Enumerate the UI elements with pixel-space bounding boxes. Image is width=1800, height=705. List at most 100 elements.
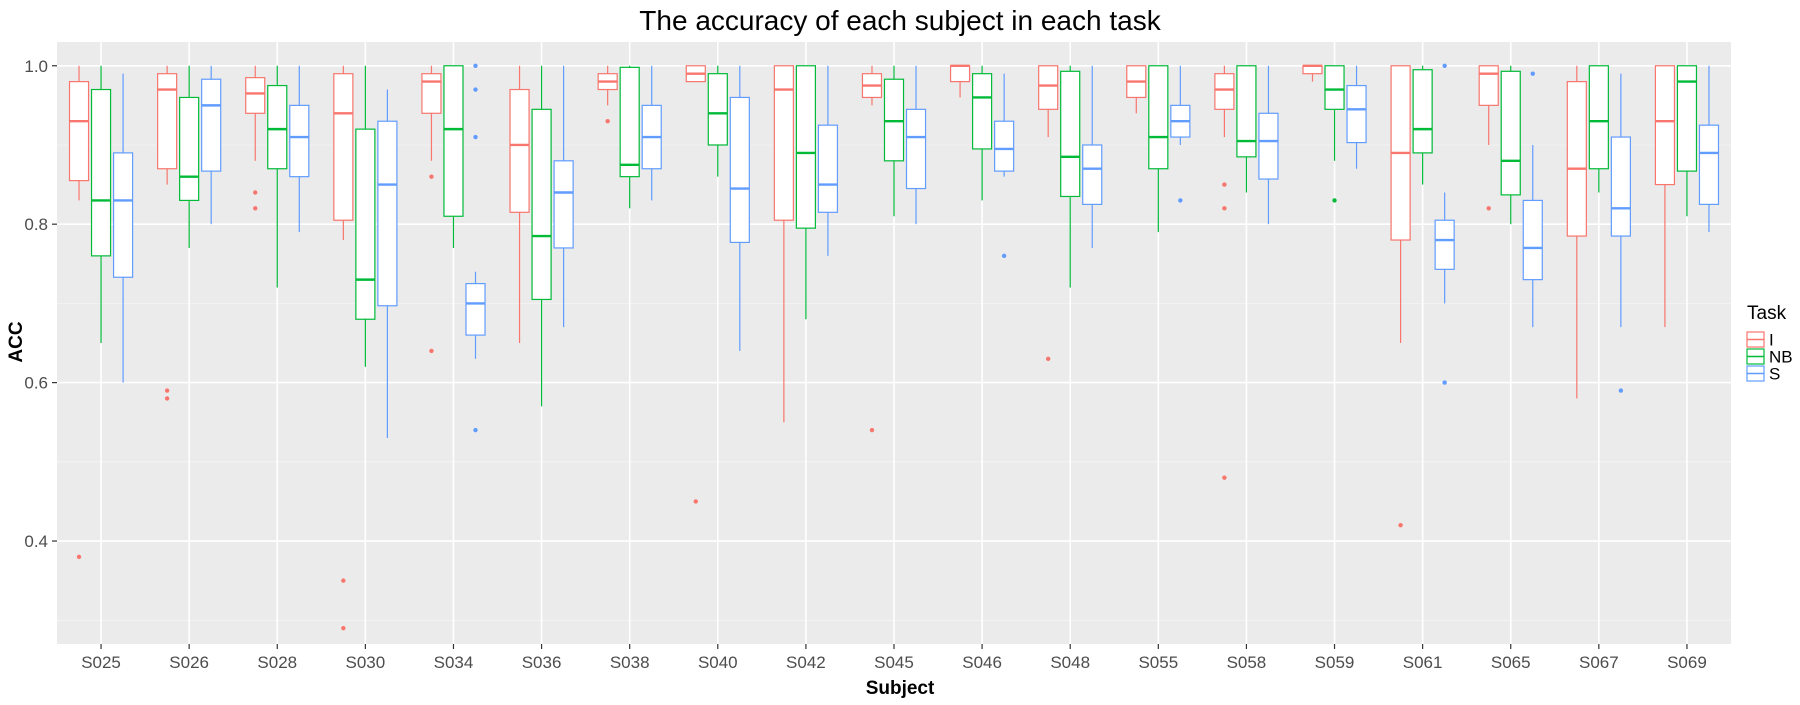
- outlier-point: [473, 134, 478, 140]
- box-body: [289, 104, 310, 178]
- box-S-S061: [1434, 63, 1455, 385]
- x-tick-label: S055: [1138, 653, 1178, 672]
- box-NB-S036: [531, 65, 552, 407]
- outlier-point: [1001, 253, 1007, 259]
- outlier-point: [473, 63, 478, 68]
- box-NB-S028: [267, 65, 288, 288]
- box-body: [1082, 144, 1103, 205]
- x-tick-label: S061: [1403, 653, 1443, 672]
- box-body: [971, 73, 993, 150]
- outlier-point: [1222, 182, 1227, 187]
- x-tick-label: S036: [522, 653, 562, 672]
- box-body: [245, 77, 266, 114]
- box-body: [707, 73, 728, 146]
- outlier-point: [1398, 522, 1403, 528]
- box-I-S034: [421, 65, 442, 354]
- outlier-point: [1332, 198, 1337, 203]
- outlier-point: [1442, 63, 1447, 68]
- box-S-S058: [1258, 65, 1279, 225]
- outlier-point: [429, 174, 434, 179]
- box-NB-S046: [971, 65, 993, 201]
- box-body: [267, 84, 288, 170]
- x-tick-label: S025: [81, 653, 121, 672]
- box-I-S058: [1214, 65, 1235, 480]
- box-body: [729, 96, 750, 244]
- y-tick-label: 0.4: [24, 532, 48, 551]
- box-NB-S045: [883, 65, 905, 217]
- outlier-point: [1618, 388, 1624, 393]
- box-body: [179, 96, 200, 202]
- box-body: [465, 282, 486, 336]
- outlier-point: [693, 499, 698, 504]
- outlier-point: [869, 427, 875, 433]
- box-body: [795, 65, 817, 229]
- box-body: [443, 65, 464, 217]
- box-body: [1236, 65, 1257, 158]
- outlier-point: [164, 388, 170, 393]
- box-NB-S055: [1148, 65, 1169, 233]
- box-body: [1500, 70, 1521, 196]
- box-NB-S030: [355, 65, 376, 367]
- box-body: [1324, 65, 1345, 110]
- x-tick-label: S067: [1579, 653, 1619, 672]
- x-tick-label: S058: [1227, 653, 1267, 672]
- box-I-S025: [68, 65, 90, 560]
- box-S-S048: [1082, 65, 1103, 248]
- box-I-S061: [1390, 65, 1411, 528]
- x-tick-label: S028: [257, 653, 297, 672]
- box-body: [1676, 65, 1698, 172]
- box-body: [905, 108, 927, 190]
- outlier-point: [473, 427, 478, 433]
- box-body: [333, 73, 354, 221]
- box-I-S046: [949, 64, 971, 98]
- box-I-S045: [861, 65, 883, 433]
- x-tick-label: S065: [1491, 653, 1531, 672]
- box-body: [90, 88, 112, 257]
- box-body: [1258, 112, 1279, 180]
- outlier-point: [1486, 206, 1491, 211]
- box-I-S059: [1302, 64, 1323, 82]
- box-body: [994, 120, 1015, 172]
- box-NB-S026: [179, 65, 200, 248]
- box-body: [1038, 65, 1059, 110]
- legend-label: NB: [1769, 348, 1793, 367]
- box-NB-S042: [795, 65, 817, 320]
- box-body: [509, 88, 530, 213]
- y-tick-label: 0.8: [24, 215, 48, 234]
- box-body: [949, 65, 971, 83]
- box-S-S030: [377, 89, 398, 439]
- box-I-S030: [333, 65, 354, 631]
- box-I-S069: [1654, 65, 1676, 328]
- box-NB-S048: [1060, 65, 1081, 288]
- y-axis-label: ACC: [6, 321, 27, 362]
- outlier-point: [1178, 198, 1183, 203]
- box-S-S028: [289, 65, 310, 233]
- box-body: [1522, 199, 1543, 281]
- legend-item-NB: NB: [1746, 348, 1793, 367]
- box-S-S025: [112, 73, 134, 383]
- box-body: [421, 73, 442, 114]
- outlier-point: [164, 396, 170, 401]
- box-S-S034: [465, 63, 486, 433]
- x-tick-label: S034: [434, 653, 474, 672]
- outlier-point: [253, 190, 258, 195]
- box-body: [355, 128, 376, 320]
- box-S-S046: [994, 73, 1015, 259]
- x-tick-label: S059: [1315, 653, 1355, 672]
- box-I-S040: [685, 65, 706, 504]
- box-body: [817, 124, 839, 213]
- box-body: [1698, 124, 1720, 205]
- box-NB-S040: [707, 65, 728, 177]
- x-tick-label: S069: [1667, 653, 1707, 672]
- y-tick-label: 1.0: [24, 57, 48, 76]
- box-I-S036: [509, 65, 530, 343]
- box-body: [773, 65, 794, 221]
- box-I-S038: [597, 65, 618, 124]
- outlier-point: [605, 119, 610, 124]
- box-S-S067: [1610, 73, 1631, 393]
- box-S-S059: [1346, 65, 1367, 169]
- outlier-point: [1222, 475, 1227, 480]
- box-body: [1588, 65, 1609, 170]
